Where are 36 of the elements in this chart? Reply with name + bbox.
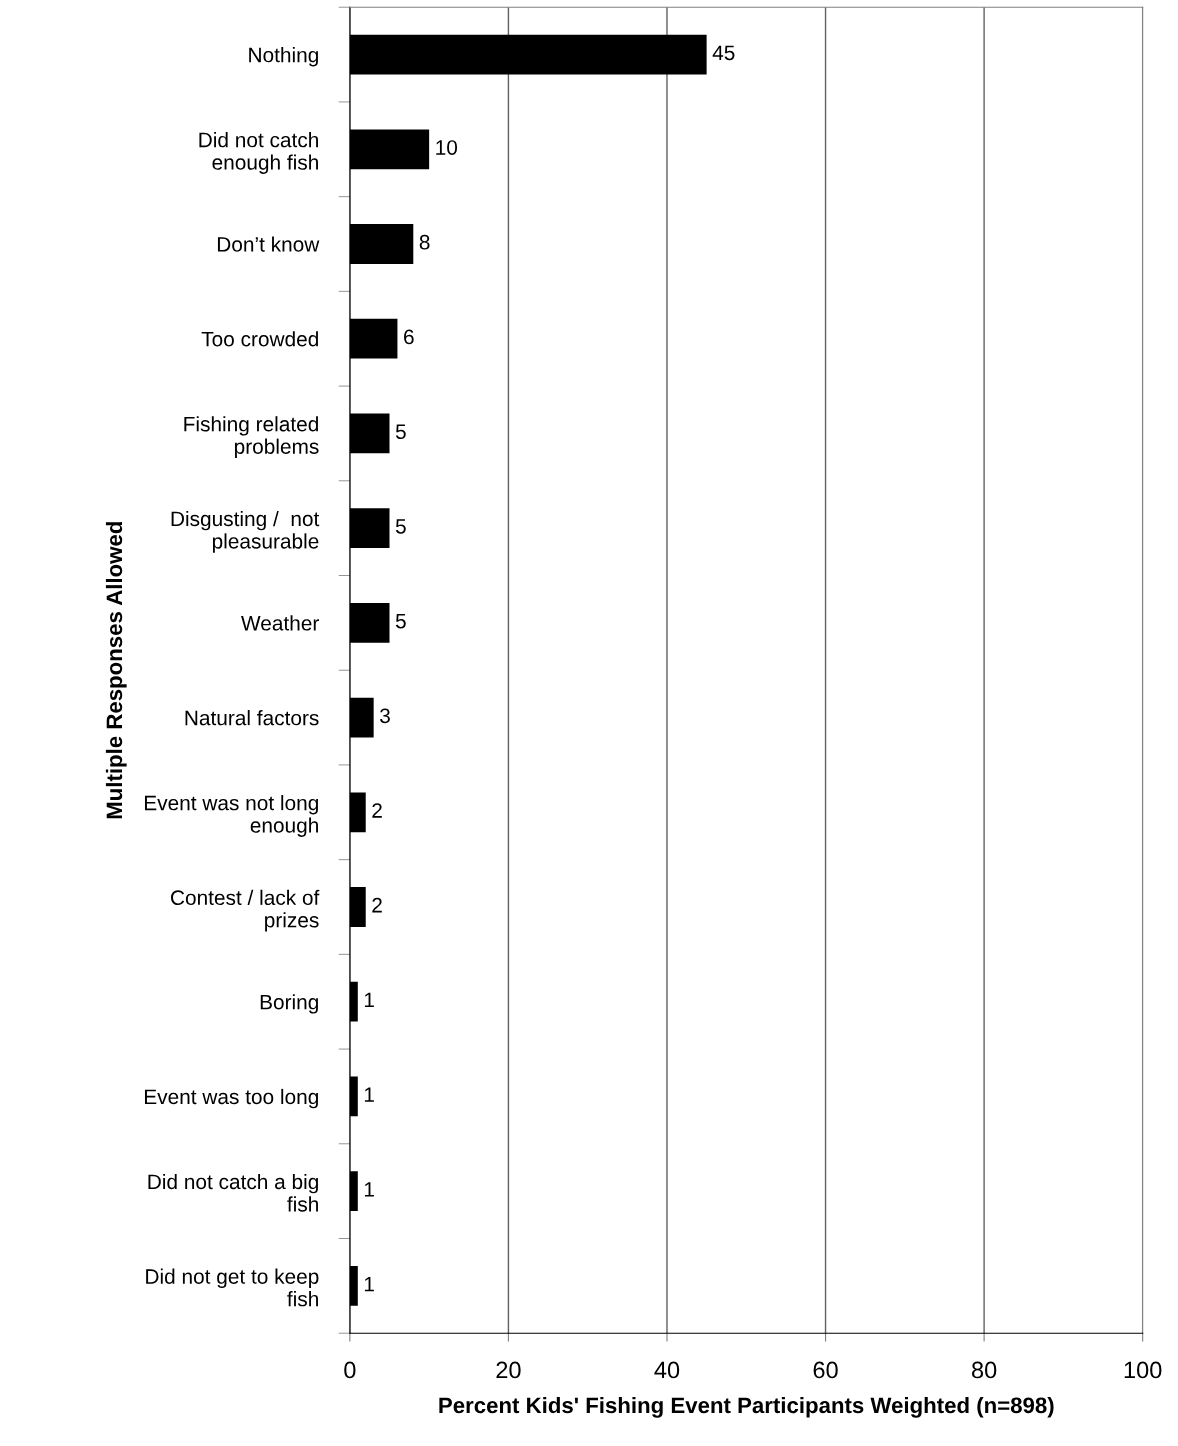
- y-tick-label: Boring: [260, 994, 318, 1014]
- data-label: 3: [380, 708, 390, 724]
- data-label: 5: [395, 519, 406, 534]
- y-axis-title: Multiple Responses Allowed: [105, 522, 127, 819]
- x-axis-title: Percent Kids' Fishing Event Participants Weighted (n=898): [439, 1396, 1054, 1418]
- y-tick-label: Fishing related problems: [184, 416, 319, 459]
- data-label: 1: [364, 1182, 374, 1197]
- y-tick-label: Natural factors: [185, 710, 319, 726]
- y-tick-label: Event was not long enough: [144, 795, 318, 837]
- data-label: 1: [364, 1087, 374, 1102]
- x-tick-label: 60: [813, 1361, 838, 1379]
- data-label: 2: [372, 897, 382, 913]
- y-tick-label: Did not get to keep fish: [146, 1268, 319, 1307]
- y-tick-label: Disgusting / not pleasurable: [171, 510, 320, 553]
- data-label: 45: [712, 45, 735, 61]
- data-label: 6: [404, 329, 414, 345]
- x-tick-label: 100: [1124, 1361, 1162, 1379]
- data-label: 10: [436, 140, 458, 155]
- x-tick-label: 40: [654, 1361, 680, 1379]
- y-tick-label: Event was too long: [144, 1088, 318, 1109]
- y-tick-label: Weather: [241, 615, 319, 631]
- data-label: 8: [419, 234, 430, 250]
- y-tick-label: Too crowded: [201, 331, 318, 347]
- y-tick-label: Did not catch a big fish: [148, 1173, 318, 1212]
- data-label: 1: [364, 1276, 374, 1292]
- data-label: 5: [395, 424, 406, 440]
- y-tick-label: Contest / lack of prizes: [171, 889, 320, 932]
- y-tick-label: Don’t know: [217, 236, 320, 252]
- x-tick-label: 20: [496, 1361, 521, 1379]
- data-label: 1: [364, 992, 374, 1008]
- x-tick-label: 80: [972, 1361, 997, 1379]
- data-label: 2: [372, 803, 382, 818]
- y-tick-label: Did not catch enough fish: [199, 132, 318, 174]
- x-tick-label: 0: [344, 1361, 356, 1379]
- data-label: 5: [395, 613, 406, 629]
- y-tick-label: Nothing: [249, 47, 318, 67]
